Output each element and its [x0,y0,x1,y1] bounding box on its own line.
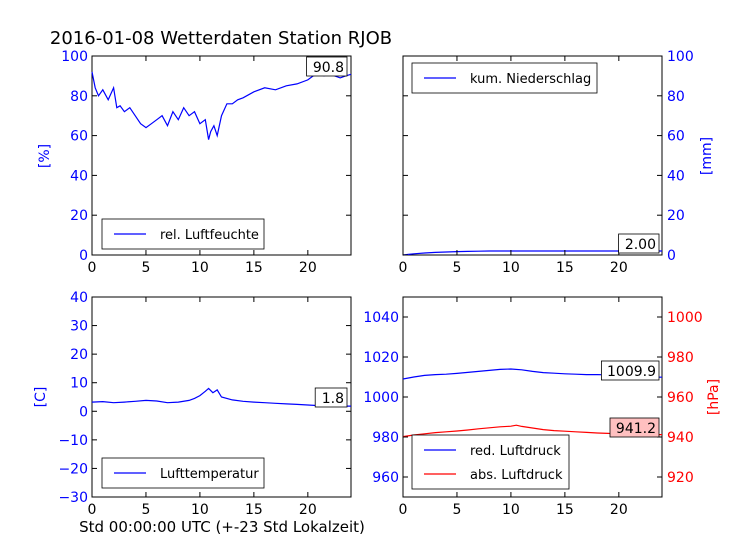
x-tick-label: 10 [191,502,209,518]
chart-title: 2016-01-08 Wetterdaten Station RJOB [50,28,392,49]
y-tick-label: −30 [58,490,88,506]
legend-label: abs. Luftdruck [470,468,563,483]
value-callout-box [609,417,660,438]
x-tick-label: 5 [452,260,461,276]
x-tick-label: 0 [88,502,97,518]
y-tick-label: 100 [667,49,694,65]
y-tick-label: 40 [667,168,685,184]
x-tick-label: 15 [245,502,263,518]
y-tick-label: 40 [70,168,88,184]
panel-humidity: 0 5 10 15 20 0 20 40 60 80 100 [%] rel. Luftfeuchte 9… [37,49,352,276]
x-tick-label: 10 [191,260,209,276]
y-tick-label: 60 [667,129,685,145]
value-callout-box [618,233,660,254]
y-tick-label: 1040 [363,310,399,326]
y-tick-label: 940 [667,430,694,446]
panel-precipitation: 0 5 10 15 20 0 20 40 60 80 100 [mm] kum. Niederschla… [399,49,715,276]
y-tick-label: 10 [70,376,88,392]
x-tick-label: 15 [556,502,574,518]
x-tick-label: 5 [141,502,150,518]
plot-frame [91,55,352,256]
x-tick-label: 15 [556,260,574,276]
series-line-precipitation [402,250,662,256]
y-tick-label: −20 [58,461,88,477]
y-tick-label: −10 [58,433,88,449]
x-tick-label: 5 [452,502,461,518]
y-tick-label: 1000 [667,310,703,326]
plot-frame [91,296,352,498]
series-line-humidity [91,71,352,140]
y-tick-label: 0 [79,248,88,264]
y-axis-label: [mm] [699,137,715,175]
x-tick-label: 20 [610,260,628,276]
value-callout: 1009.9 [607,364,656,380]
x-tick-label: 0 [399,260,408,276]
y-axis-label: [C] [33,387,49,408]
x-tick-label: 20 [299,260,317,276]
plot-frame [402,55,663,256]
value-callout-box [314,387,348,408]
y-tick-label: 1000 [363,390,399,406]
y-axis-label: [%] [37,144,53,168]
x-axis-label: Std 00:00:00 UTC (+-23 Std Lokalzeit) [79,518,365,536]
y-axis-label-right: [hPa] [706,379,722,415]
x-tick-label: 20 [610,502,628,518]
x-tick-label: 0 [88,260,97,276]
y-tick-label: 960 [372,470,399,486]
legend-label: rel. Luftfeuchte [160,228,259,243]
panel-pressure: 0 5 10 15 20 960 980 1000 1020 1040 920 940 960 980 10… [363,296,722,518]
x-tick-label: 10 [502,260,520,276]
x-tick-label: 10 [502,502,520,518]
y-tick-label: 0 [79,404,88,420]
value-callout-box [306,56,348,77]
y-tick-label: 40 [70,290,88,306]
legend-label: red. Luftdruck [470,444,561,459]
legend-label: kum. Niederschlag [470,72,591,87]
y-tick-label: 30 [70,319,88,335]
series-line-temperature [91,387,351,407]
value-callout: 90.8 [313,60,344,76]
y-tick-label: 980 [372,430,399,446]
x-tick-label: 20 [299,502,317,518]
x-tick-label: 15 [245,260,263,276]
value-callout: 1.8 [322,391,344,407]
legend-box [411,434,570,490]
value-callout-box [601,360,660,381]
y-tick-label: 80 [667,89,685,105]
y-tick-label: 60 [70,129,88,145]
y-tick-label: 20 [70,208,88,224]
x-tick-label: 5 [141,260,150,276]
y-tick-label: 20 [667,208,685,224]
y-tick-label: 960 [667,390,694,406]
y-tick-label: 920 [667,470,694,486]
y-tick-label: 0 [667,248,676,264]
value-callout: 941.2 [616,421,656,437]
legend-label: Lufttemperatur [160,467,259,482]
x-tick-label: 0 [399,502,408,518]
y-tick-label: 80 [70,89,88,105]
y-tick-label: 980 [667,350,694,366]
value-callout: 2.00 [625,237,656,253]
y-tick-label: 100 [61,49,88,65]
y-tick-label: 20 [70,347,88,363]
y-tick-label: 1020 [363,350,399,366]
panel-temperature: 0 5 10 15 20 −30 −20 −10 0 10 20 30 40 [C] Lufttempera… [33,290,352,518]
